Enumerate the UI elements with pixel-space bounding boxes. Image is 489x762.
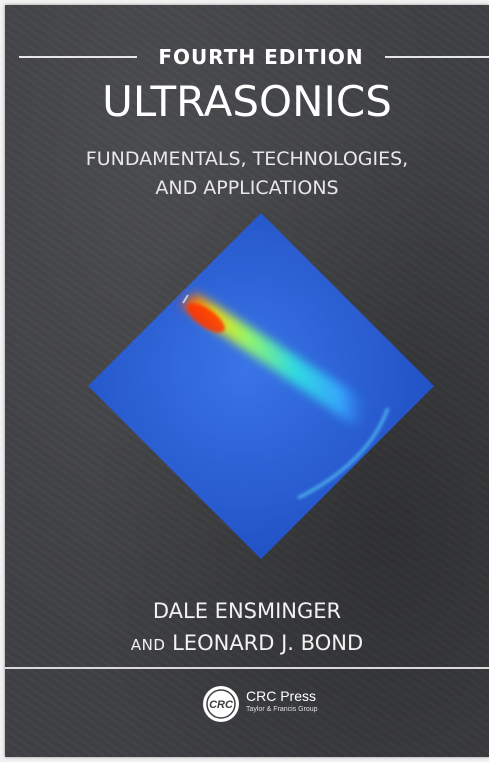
subtitle-line-2: AND APPLICATIONS [155,177,339,199]
author-1: DALE ENSMINGER [152,599,342,623]
book-subtitle: FUNDAMENTALS, TECHNOLOGIES, AND APPLICAT… [5,145,489,203]
subtitle-line-1: FUNDAMENTALS, TECHNOLOGIES, [85,148,409,170]
publisher-group: Taylor & Francis Group [246,706,318,713]
image-diamond [88,213,434,559]
author-2-name: LEONARD J. BOND [172,631,364,655]
book-cover: FOURTH EDITION ULTRASONICS FUNDAMENTALS,… [5,5,489,757]
crc-logo-icon: CRC [203,686,239,722]
ultrasonic-field-graphic [88,213,434,559]
publisher-name: CRC Press [246,688,317,704]
edition-rule-right [385,56,489,58]
book-title: ULTRASONICS [102,77,392,126]
publisher-block: CRC CRC Press Taylor & Francis Group [202,685,372,725]
edition-banner: FOURTH EDITION [5,45,489,69]
edition-rule-left [19,56,137,58]
edition-label: FOURTH EDITION [158,45,364,69]
bottom-rule [5,667,489,669]
author-2: AND LEONARD J. BOND [5,629,489,659]
ultrasonic-image [88,213,434,559]
logo-text: CRC [209,699,234,711]
author-2-and: AND [130,636,166,654]
